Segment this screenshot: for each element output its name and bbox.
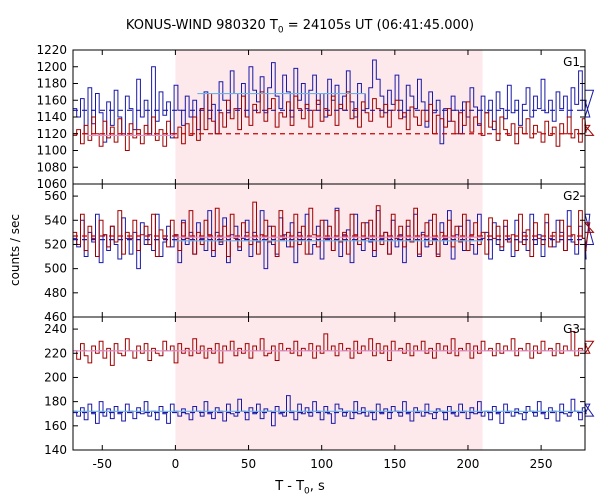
y-tick-label: 1060 [36,177,67,191]
G3-frame [72,316,586,451]
y-tick-label: 1100 [36,144,67,158]
G1-series-blue [73,59,595,145]
x-tick-label: 50 [241,457,256,471]
y-tick-label: 220 [44,346,67,360]
y-tick-label: 180 [44,395,67,409]
y-tick-label: 1220 [36,43,67,57]
y-tick-label: 460 [44,310,67,324]
highlight-band [175,317,483,450]
x-tick-label: 0 [172,457,180,471]
x-tick-label: -50 [92,457,112,471]
y-tick-label: 1120 [36,127,67,141]
y-tick-label: 200 [44,370,67,384]
y-tick-label: 560 [44,189,67,203]
y-tick-label: 1080 [36,160,67,174]
x-tick-label: 250 [530,457,553,471]
G1-label: G1 [563,55,580,69]
y-tick-label: 500 [44,262,67,276]
y-tick-label: 1140 [36,110,67,124]
G2-label: G2 [563,189,580,203]
chart-title: KONUS-WIND 980320 T0 = 24105s UT (06:41:… [125,18,475,36]
x-tick-label: 100 [310,457,333,471]
y-tick-label: 480 [44,286,67,300]
G2-series-red [73,201,595,257]
x-axis-label: T - T0, s [275,479,325,497]
G3-label: G3 [563,322,580,336]
x-tick-label: 200 [457,457,480,471]
y-tick-label: 1200 [36,60,67,74]
x-tick-label: 150 [383,457,406,471]
y-tick-label: 140 [44,443,67,457]
y-tick-label: 520 [44,237,67,251]
y-tick-label: 240 [44,322,67,336]
y-tick-label: 160 [44,419,67,433]
y-tick-label: 540 [44,213,67,227]
y-tick-label: 1180 [36,77,67,91]
y-tick-label: 1160 [36,93,67,107]
